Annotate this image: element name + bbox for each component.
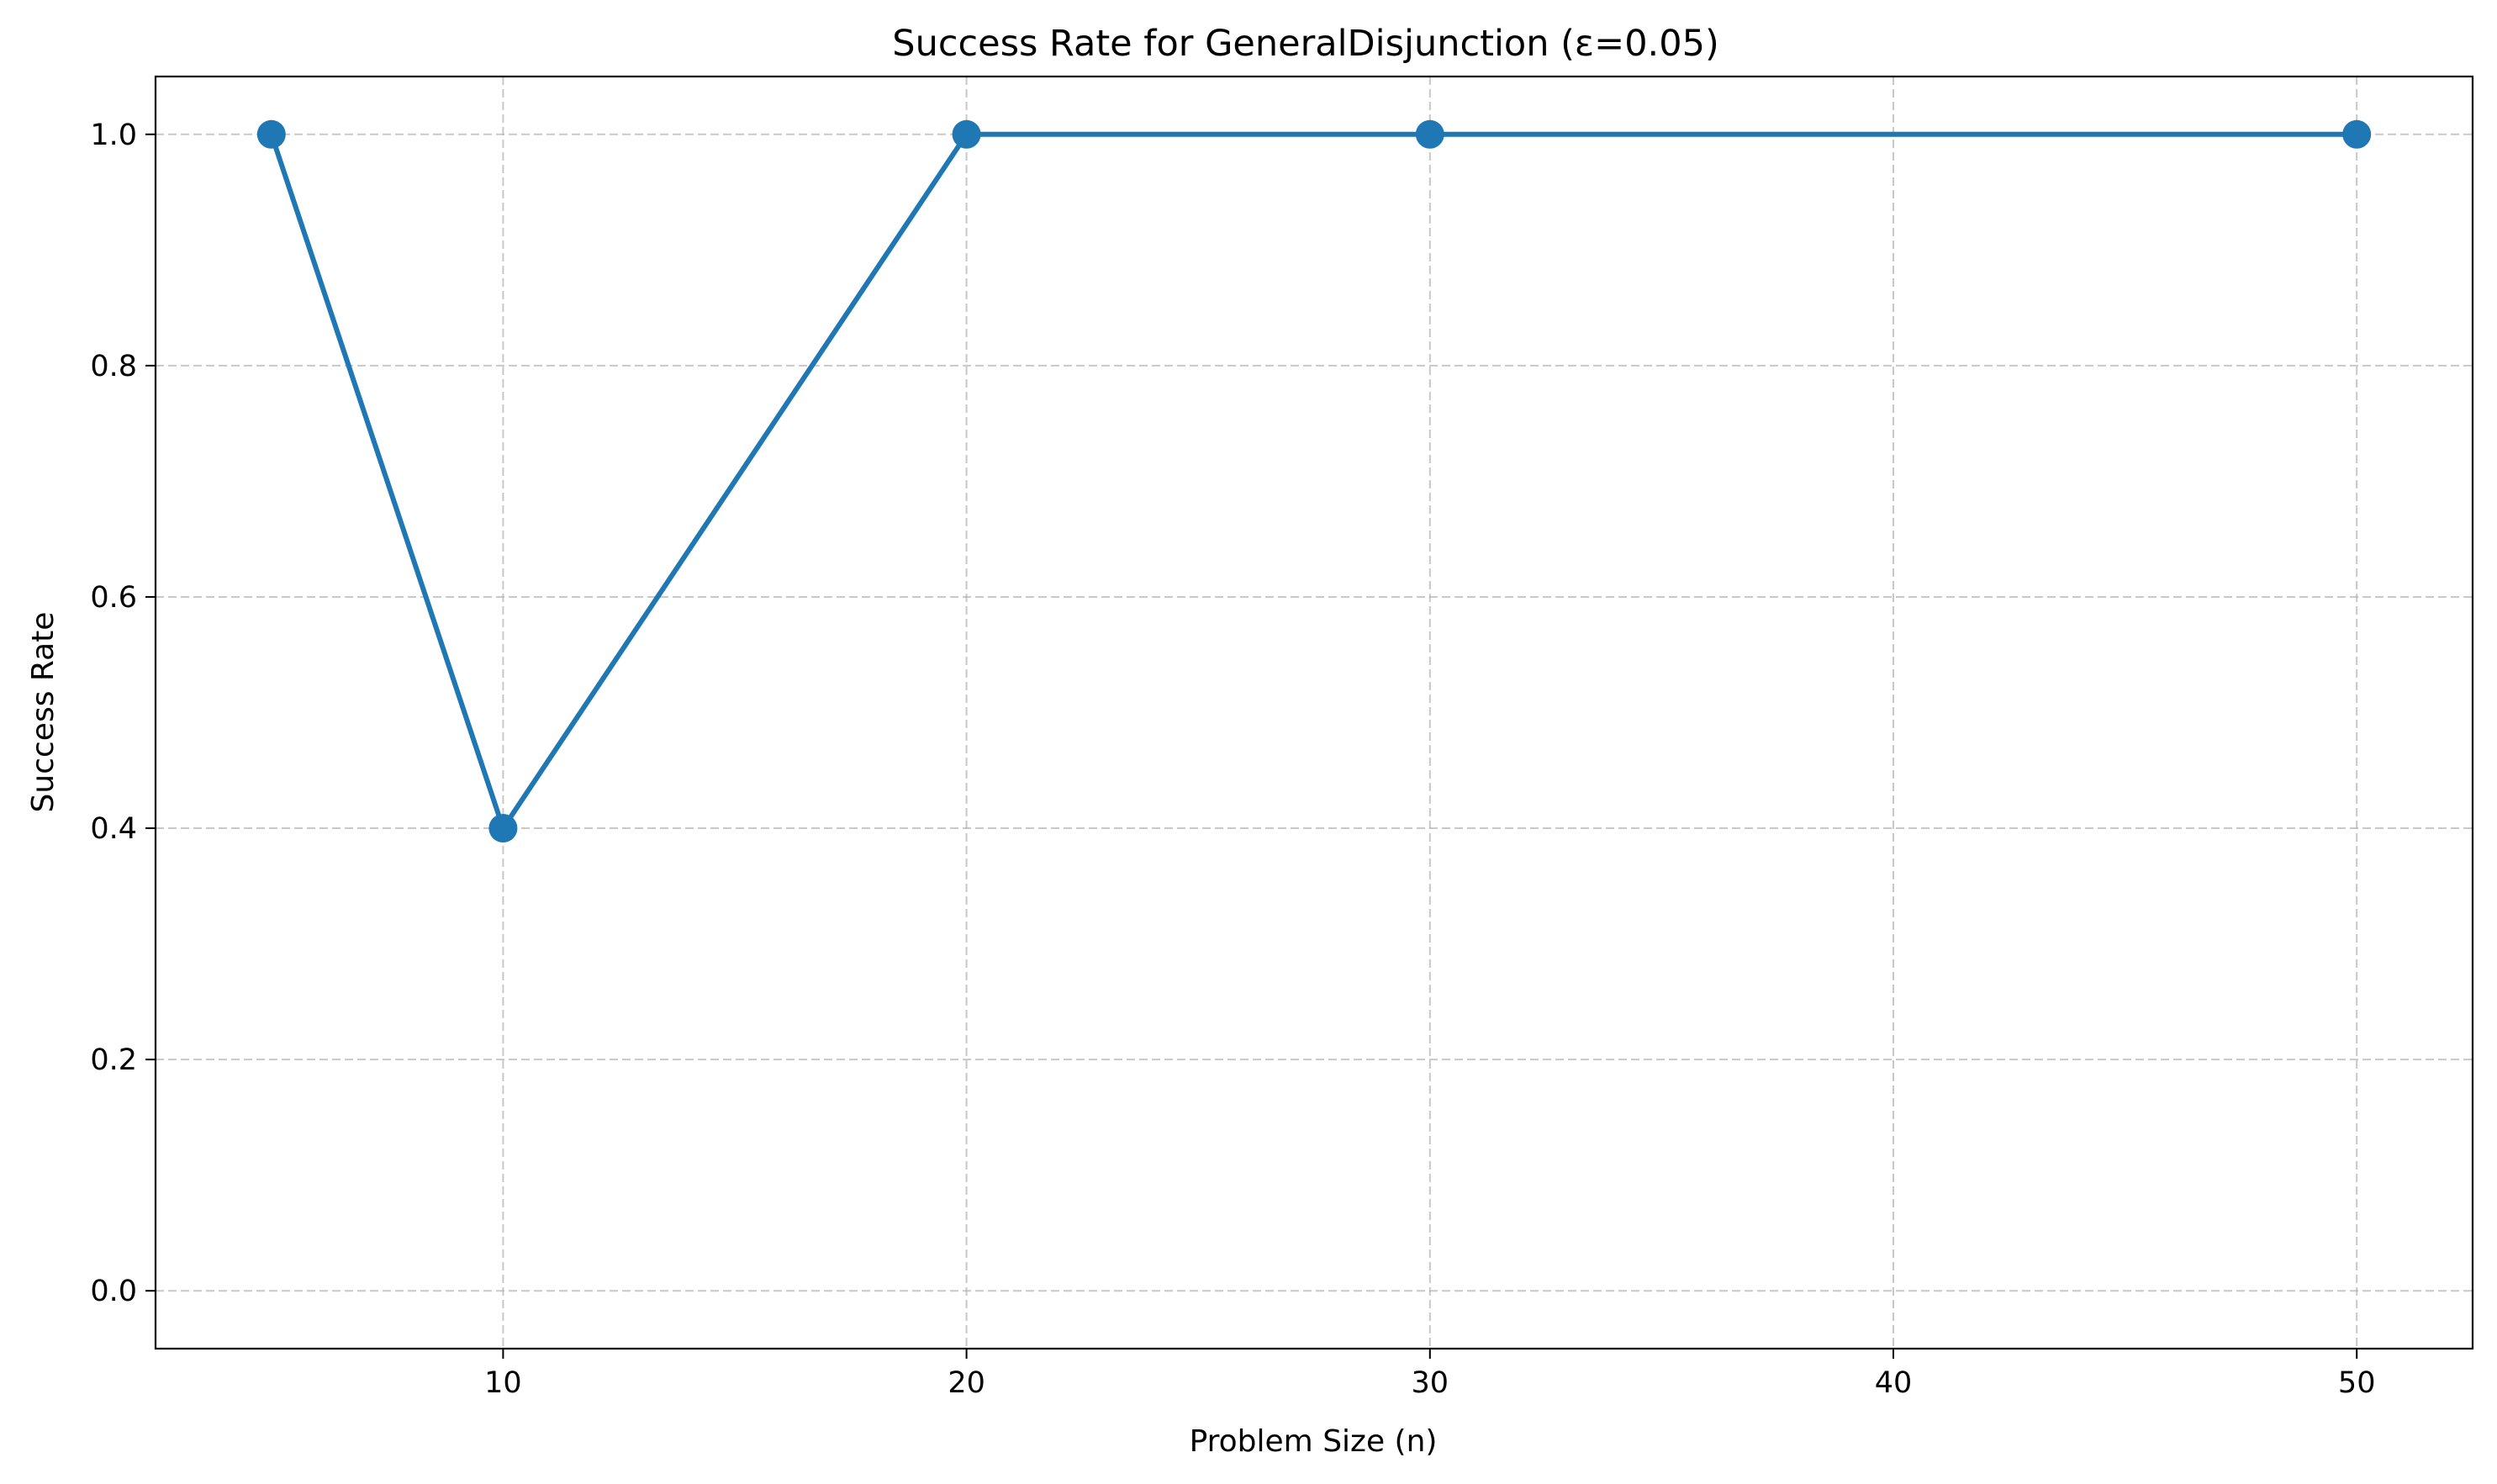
data-point-marker: [488, 814, 518, 843]
x-tick-label: 40: [1875, 1366, 1913, 1400]
x-tick-label: 30: [1412, 1366, 1449, 1400]
axis-ticks: 10 20 30 40 50 0.0 0.2 0.4 0.6 0.8 1.0: [90, 119, 2375, 1400]
chart-title: Success Rate for GeneralDisjunction (ε=0…: [892, 23, 1718, 65]
series-layer: [256, 119, 2372, 843]
data-point-marker: [1415, 119, 1444, 149]
y-tick-label: 1.0: [90, 119, 137, 152]
y-tick-label: 0.0: [90, 1275, 137, 1308]
y-tick-label: 0.2: [90, 1043, 137, 1077]
grid-lines: [156, 77, 2473, 1349]
y-axis-label: Success Rate: [26, 612, 61, 813]
data-point-marker: [256, 119, 286, 149]
y-tick-label: 0.8: [90, 350, 137, 383]
x-axis-label: Problem Size (n): [1190, 1424, 1438, 1459]
data-point-marker: [952, 119, 981, 149]
x-tick-label: 50: [2338, 1366, 2376, 1400]
plot-frame: [154, 75, 2474, 1350]
data-point-marker: [2342, 119, 2372, 149]
y-tick-label: 0.6: [90, 581, 137, 615]
x-tick-label: 10: [484, 1366, 522, 1400]
y-tick-label: 0.4: [90, 812, 137, 846]
series-line: [268, 131, 2360, 832]
x-tick-label: 20: [948, 1366, 985, 1400]
